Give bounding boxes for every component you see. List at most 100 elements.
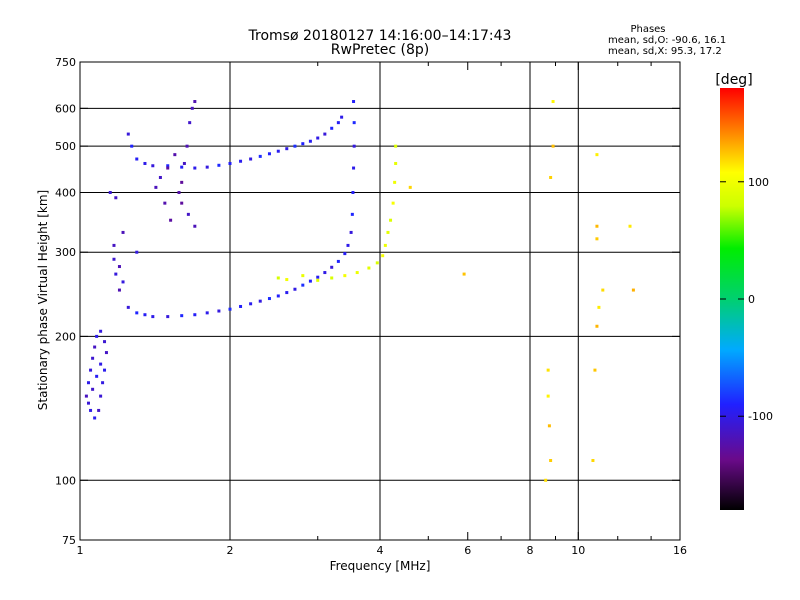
data-point [547, 424, 551, 428]
data-point [86, 401, 90, 405]
data-point [330, 126, 334, 130]
data-point [166, 166, 170, 170]
data-point [130, 144, 134, 148]
data-point [389, 218, 393, 222]
data-point [276, 149, 280, 153]
data-point [301, 142, 305, 146]
data-point [180, 201, 184, 205]
data-point [86, 381, 90, 385]
data-point [193, 313, 197, 317]
data-point [330, 276, 334, 280]
data-point [258, 154, 262, 158]
data-point [97, 408, 101, 412]
data-point [394, 161, 398, 165]
data-point [352, 100, 356, 104]
data-point [352, 144, 356, 148]
data-point [346, 243, 350, 247]
data-point [595, 237, 599, 241]
data-point [99, 362, 103, 366]
data-point [205, 165, 209, 169]
data-point [349, 230, 353, 234]
data-point [217, 309, 221, 313]
data-point [151, 315, 155, 319]
data-point [249, 157, 253, 161]
data-point [308, 139, 312, 143]
stats-title: Phases [630, 24, 665, 35]
data-point [117, 265, 121, 269]
data-point [336, 121, 340, 125]
data-point [301, 283, 305, 287]
data-point [394, 144, 398, 148]
data-point [551, 144, 555, 148]
data-point [166, 315, 170, 319]
data-point [121, 230, 125, 234]
data-point [258, 299, 262, 303]
data-point [95, 374, 99, 378]
data-point [383, 243, 387, 247]
data-point [355, 271, 359, 275]
data-point [276, 276, 280, 280]
data-points [84, 100, 635, 482]
data-point [352, 121, 356, 125]
chart-title-line2: RwPretec (8p) [331, 42, 429, 58]
data-point [367, 266, 371, 270]
data-point [595, 324, 599, 328]
data-point [631, 288, 635, 292]
data-point [239, 304, 243, 308]
x-tick-label: 2 [227, 544, 234, 557]
series-group [154, 100, 197, 228]
data-point [163, 201, 167, 205]
data-point [103, 368, 107, 372]
data-point [91, 356, 95, 360]
data-point [114, 196, 118, 200]
data-point [135, 311, 139, 315]
data-point [267, 297, 271, 301]
data-point [546, 394, 550, 398]
data-point [104, 351, 108, 355]
y-tick-label: 600 [55, 102, 76, 115]
data-point [126, 305, 130, 309]
stats-o: mean, sd,O: -90.6, 16.1 [608, 35, 726, 46]
data-point [135, 157, 139, 161]
data-point [99, 394, 103, 398]
data-point [323, 132, 327, 136]
data-point [158, 175, 162, 179]
data-point [103, 340, 107, 344]
series-group [126, 115, 344, 170]
data-point [316, 275, 320, 279]
data-point [169, 218, 173, 222]
y-tick-label: 400 [55, 186, 76, 199]
data-point [166, 164, 170, 168]
data-point [285, 291, 289, 295]
data-point [193, 100, 197, 104]
data-point [114, 272, 118, 276]
data-point [177, 190, 181, 194]
data-point [293, 144, 297, 148]
data-point [375, 261, 379, 265]
data-point [117, 288, 121, 292]
data-point [462, 272, 466, 276]
data-point [301, 274, 305, 278]
x-axis-label: Frequency [MHz] [330, 559, 431, 573]
data-point [381, 254, 385, 258]
data-point [336, 259, 340, 263]
data-point [308, 279, 312, 283]
data-point [316, 278, 320, 282]
data-point [628, 224, 632, 228]
data-point [182, 161, 186, 165]
data-point [323, 271, 327, 275]
data-point [393, 180, 397, 184]
data-point [180, 180, 184, 184]
data-point [601, 288, 605, 292]
data-point [89, 408, 93, 412]
y-tick-label: 75 [62, 534, 76, 547]
data-point [143, 313, 147, 317]
data-point [549, 458, 553, 462]
y-tick-label: 100 [55, 474, 76, 487]
colorbar-ticks: 100 0 -100 [720, 176, 773, 423]
x-tick-label: 8 [527, 544, 534, 557]
data-point [91, 387, 95, 391]
data-point [352, 166, 356, 170]
data-point [544, 478, 548, 482]
data-point [193, 166, 197, 170]
